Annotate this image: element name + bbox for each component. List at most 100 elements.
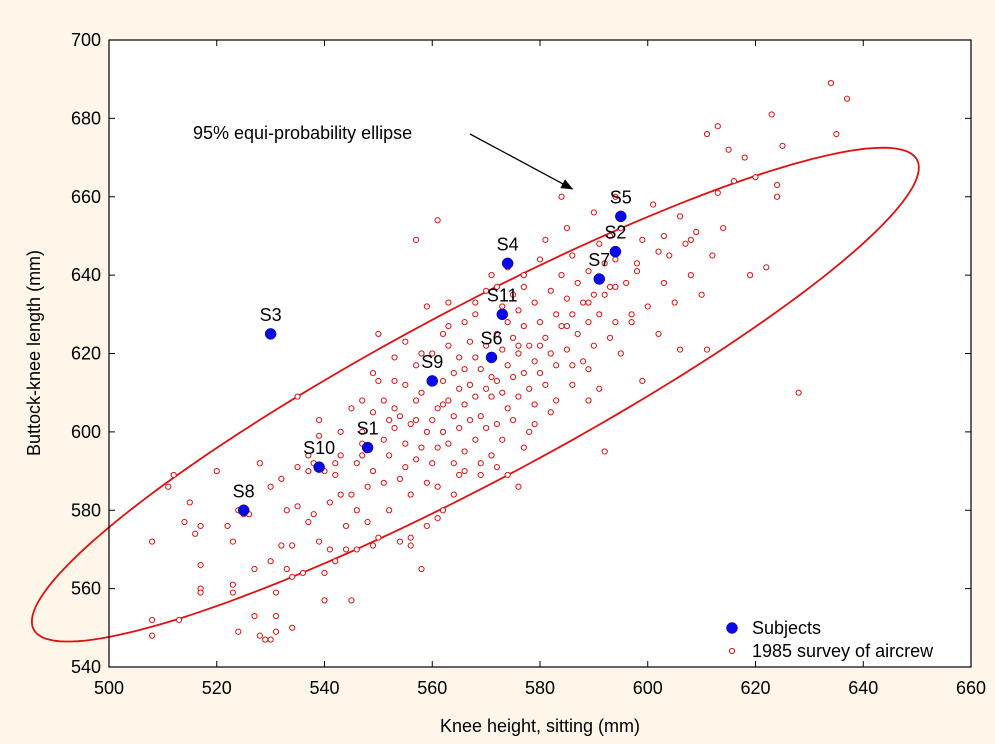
survey-point — [542, 334, 549, 341]
survey-point — [515, 307, 522, 314]
x-tick-label: 660 — [956, 678, 986, 698]
x-tick-label: 600 — [633, 678, 663, 698]
survey-point — [461, 366, 468, 373]
survey-point — [499, 389, 506, 396]
survey-point — [526, 428, 533, 435]
survey-point — [321, 597, 328, 604]
survey-point — [434, 483, 441, 490]
survey-point — [676, 213, 684, 220]
survey-point — [186, 499, 193, 506]
survey-point — [402, 381, 409, 388]
survey-point — [294, 464, 301, 471]
survey-point — [439, 377, 447, 385]
survey-point — [639, 236, 646, 243]
survey-point — [773, 193, 781, 200]
survey-point — [547, 287, 554, 294]
subject-point-s7 — [593, 273, 606, 285]
survey-point — [477, 471, 484, 479]
survey-point — [585, 268, 592, 275]
survey-point — [321, 569, 328, 577]
survey-point — [499, 346, 506, 353]
survey-point — [542, 236, 549, 243]
survey-point — [429, 417, 436, 424]
survey-point — [456, 354, 463, 361]
survey-point — [229, 538, 237, 545]
survey-point — [342, 522, 350, 530]
survey-point — [660, 232, 668, 240]
subject-label-s3: S3 — [260, 305, 282, 325]
survey-point — [348, 405, 355, 412]
legend-label-subjects: Subjects — [752, 618, 821, 638]
survey-point — [601, 260, 608, 267]
survey-point — [149, 538, 156, 545]
survey-point — [445, 322, 452, 330]
survey-point — [644, 303, 651, 310]
survey-point — [553, 362, 560, 369]
subject-point-s8 — [237, 504, 250, 516]
survey-point — [472, 436, 479, 443]
subject-label-s5: S5 — [610, 187, 632, 207]
survey-point — [375, 330, 382, 338]
subject-point-s1 — [361, 441, 374, 454]
survey-point — [434, 217, 441, 224]
survey-point — [596, 385, 603, 392]
survey-point — [483, 287, 490, 294]
subject-point-s10 — [313, 461, 325, 473]
y-tick-label: 580 — [71, 500, 101, 520]
survey-point — [461, 401, 468, 408]
survey-point — [445, 342, 452, 349]
survey-point — [472, 354, 479, 361]
survey-point — [439, 428, 447, 435]
survey-point — [418, 389, 425, 396]
survey-point — [596, 311, 603, 318]
survey-point — [628, 311, 635, 318]
survey-point — [412, 362, 420, 369]
survey-point — [585, 397, 592, 404]
survey-point — [526, 385, 533, 392]
survey-point — [289, 624, 296, 631]
survey-point — [655, 248, 662, 255]
survey-point — [547, 409, 554, 416]
survey-point — [483, 342, 490, 349]
survey-point — [332, 558, 339, 565]
survey-point — [531, 358, 538, 365]
legend-label-survey: 1985 survey of aircrew — [752, 641, 934, 661]
survey-point — [251, 565, 258, 573]
survey-point — [267, 483, 274, 490]
y-tick-label: 600 — [71, 422, 101, 442]
survey-point — [671, 299, 678, 306]
survey-point — [515, 483, 522, 490]
survey-point — [536, 319, 544, 326]
survey-point — [703, 130, 711, 138]
survey-point — [628, 319, 635, 326]
survey-point — [278, 542, 285, 549]
y-tick-label: 560 — [71, 579, 101, 599]
survey-point — [488, 373, 495, 381]
survey-point — [337, 428, 344, 435]
survey-point — [633, 268, 641, 275]
survey-point — [574, 330, 581, 338]
survey-point — [509, 291, 517, 298]
survey-point — [267, 636, 274, 643]
survey-point — [375, 534, 382, 541]
subject-label-s9: S9 — [421, 352, 443, 372]
survey-point — [170, 471, 177, 479]
survey-point — [429, 350, 436, 357]
survey-point — [515, 342, 522, 349]
survey-point — [391, 377, 398, 385]
survey-point — [364, 518, 371, 526]
survey-point — [439, 330, 447, 338]
survey-point — [326, 499, 333, 506]
survey-point — [369, 542, 377, 549]
y-tick-label: 680 — [71, 108, 101, 128]
survey-point — [450, 369, 457, 377]
survey-point — [445, 440, 452, 447]
subject-label-s10: S10 — [303, 438, 335, 458]
survey-point — [456, 471, 463, 479]
survey-point — [483, 385, 490, 392]
survey-point — [256, 632, 263, 639]
survey-point — [386, 452, 393, 459]
survey-point — [601, 448, 608, 455]
survey-point — [342, 546, 350, 553]
